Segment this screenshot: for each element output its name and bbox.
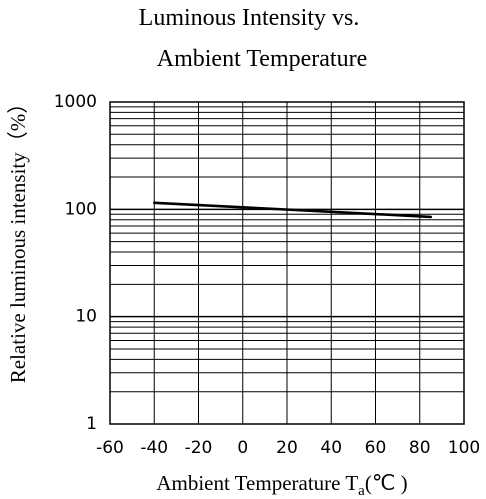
- y-axis-title: Relative luminous intensity（%）: [6, 93, 30, 383]
- x-tick-label: -40: [140, 438, 168, 458]
- x-tick-labels: -60 -40 -20 0 20 40 60 80 100: [96, 438, 480, 458]
- x-axis-title: Ambient Temperature Ta(℃ ): [156, 471, 407, 499]
- chart-title-line2: Ambient Temperature: [157, 46, 367, 72]
- x-tick-label: 80: [409, 438, 431, 458]
- x-axis-title-subscript: a: [358, 483, 365, 499]
- x-tick-label: 0: [237, 438, 248, 458]
- x-tick-label: 60: [365, 438, 387, 458]
- chart-title-line1: Luminous Intensity vs.: [139, 5, 360, 31]
- x-axis-title-unit: (℃ ): [365, 471, 408, 495]
- grid: [110, 102, 464, 424]
- x-tick-label: 20: [276, 438, 298, 458]
- y-tick-label: 1: [86, 414, 97, 434]
- x-tick-label: -20: [185, 438, 213, 458]
- series-line: [153, 201, 433, 219]
- x-tick-label: 40: [320, 438, 342, 458]
- x-tick-label: -60: [96, 438, 124, 458]
- y-tick-labels: 1 10 100 1000: [54, 92, 97, 434]
- y-tick-label: 10: [75, 307, 97, 327]
- y-tick-label: 1000: [54, 92, 97, 112]
- y-tick-label: 100: [65, 199, 97, 219]
- x-tick-label: 100: [448, 438, 480, 458]
- plot-frame: [109, 101, 465, 425]
- series-layer: [153, 201, 433, 219]
